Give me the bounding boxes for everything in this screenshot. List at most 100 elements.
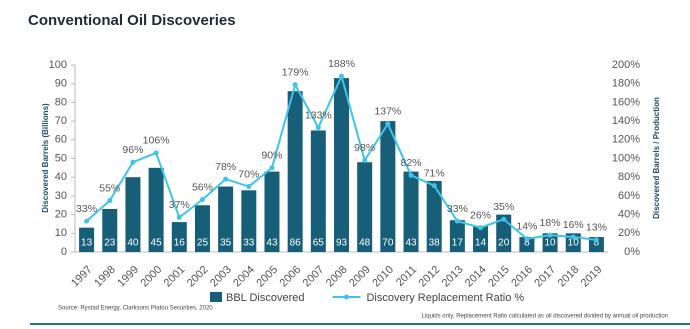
bar: [403, 171, 419, 252]
x-tick-label: 2008: [324, 264, 350, 290]
ratio-label: 82%: [401, 157, 422, 169]
bar-label: 43: [266, 238, 278, 249]
bar: [334, 78, 349, 252]
bar-label: 8: [524, 238, 530, 249]
bar-label: 35: [220, 238, 232, 249]
ratio-marker: [478, 225, 484, 231]
ratio-label: 188%: [328, 58, 355, 70]
y2-tick-label: 20%: [618, 227, 640, 239]
x-tick-label: 2007: [301, 264, 327, 290]
ratio-marker: [385, 121, 391, 127]
ratio-label: 70%: [238, 168, 259, 180]
x-tick-label: 2013: [440, 264, 466, 290]
ratio-label: 13%: [586, 222, 607, 234]
y-tick-label: 10: [55, 227, 67, 239]
bar-label: 10: [545, 238, 557, 249]
bar-label: 93: [336, 238, 348, 249]
x-tick-label: 2001: [162, 264, 188, 290]
bar-label: 13: [81, 238, 93, 249]
ratio-label: 18%: [540, 217, 561, 229]
bar-label: 43: [405, 238, 417, 249]
ratio-label: 133%: [305, 109, 332, 121]
bar-label: 17: [452, 238, 464, 249]
ratio-marker: [315, 125, 321, 131]
x-tick-label: 2012: [417, 264, 443, 290]
y-tick-label: 40: [55, 171, 67, 183]
ratio-marker: [246, 184, 252, 190]
ratio-label: 106%: [143, 135, 170, 147]
legend-label: BBL Discovered: [226, 292, 304, 304]
y2-tick-label: 140%: [612, 115, 640, 127]
ratio-marker: [431, 183, 437, 189]
y-tick-label: 80: [55, 96, 67, 108]
y2-tick-label: 120%: [612, 134, 640, 146]
bar-label: 65: [313, 238, 325, 249]
y-tick-label: 60: [55, 134, 67, 146]
y2-tick-label: 0%: [624, 246, 640, 258]
bar-label: 33: [243, 238, 255, 249]
bar-label: 16: [174, 238, 186, 249]
ratio-label: 179%: [282, 66, 309, 78]
x-tick-label: 2002: [185, 264, 211, 290]
y2-tick-label: 100%: [612, 152, 640, 164]
y2-tick-label: 180%: [612, 78, 640, 90]
chart-title: Conventional Oil Discoveries: [28, 12, 236, 29]
source-note: Source: Rystad Energy, Clarksons Platou …: [58, 306, 213, 312]
ratio-marker: [593, 237, 599, 243]
y2-tick-label: 60%: [618, 190, 640, 202]
bar: [542, 233, 558, 252]
ratio-marker: [199, 197, 205, 203]
x-tick-label: 2017: [532, 264, 558, 290]
y-tick-label: 90: [55, 78, 67, 90]
legend-marker: [343, 294, 349, 300]
bar: [218, 186, 234, 252]
y2-tick-label: 200%: [612, 59, 640, 71]
bar-label: 25: [197, 238, 209, 249]
ratio-label: 137%: [374, 106, 401, 118]
ratio-label: 33%: [447, 203, 468, 215]
x-tick-label: 2004: [231, 264, 257, 290]
ratio-label: 98%: [354, 142, 375, 154]
bar-label: 45: [151, 238, 163, 249]
ratio-label: 16%: [563, 219, 584, 231]
legend-label: Discovery Replacement Ratio %: [366, 292, 524, 304]
x-tick-label: 2011: [394, 264, 419, 289]
ratio-marker: [362, 157, 368, 163]
x-tick-label: 2016: [509, 264, 535, 290]
y2-tick-label: 160%: [612, 96, 640, 108]
bar: [310, 130, 326, 252]
y-tick-label: 0: [61, 246, 67, 258]
y-tick-label: 30: [55, 190, 67, 202]
ratio-marker: [570, 234, 576, 240]
x-tick-label: 1997: [69, 264, 95, 290]
x-tick-label: 1998: [92, 264, 118, 290]
bar: [148, 167, 164, 252]
ratio-marker: [408, 172, 414, 178]
bar-label: 8: [594, 238, 600, 249]
x-tick-label: 2000: [138, 264, 164, 290]
x-tick-label: 2015: [486, 264, 512, 290]
bar-label: 40: [127, 238, 139, 249]
bar: [449, 220, 465, 252]
x-tick-label: 2009: [347, 264, 373, 290]
ratio-marker: [524, 236, 530, 242]
x-tick-label: 2006: [278, 264, 304, 290]
y-tick-label: 50: [55, 152, 67, 164]
bar-label: 38: [429, 238, 441, 249]
bar: [588, 237, 604, 252]
ratio-marker: [454, 218, 460, 224]
footnote: Liquids only. Replacement Ratio calculat…: [422, 314, 668, 320]
bar: [264, 171, 280, 252]
y-axis-title: Discovered Barrels (Billions): [41, 103, 50, 213]
bar-label: 70: [382, 238, 394, 249]
ratio-label: 55%: [99, 182, 120, 194]
y-tick-label: 70: [55, 115, 67, 127]
bar: [125, 177, 141, 252]
bar: [194, 205, 210, 252]
x-tick-label: 2018: [556, 264, 582, 290]
bar-label: 20: [498, 238, 510, 249]
ratio-label: 78%: [215, 161, 236, 173]
bar: [426, 180, 442, 252]
y-tick-label: 20: [55, 209, 67, 221]
